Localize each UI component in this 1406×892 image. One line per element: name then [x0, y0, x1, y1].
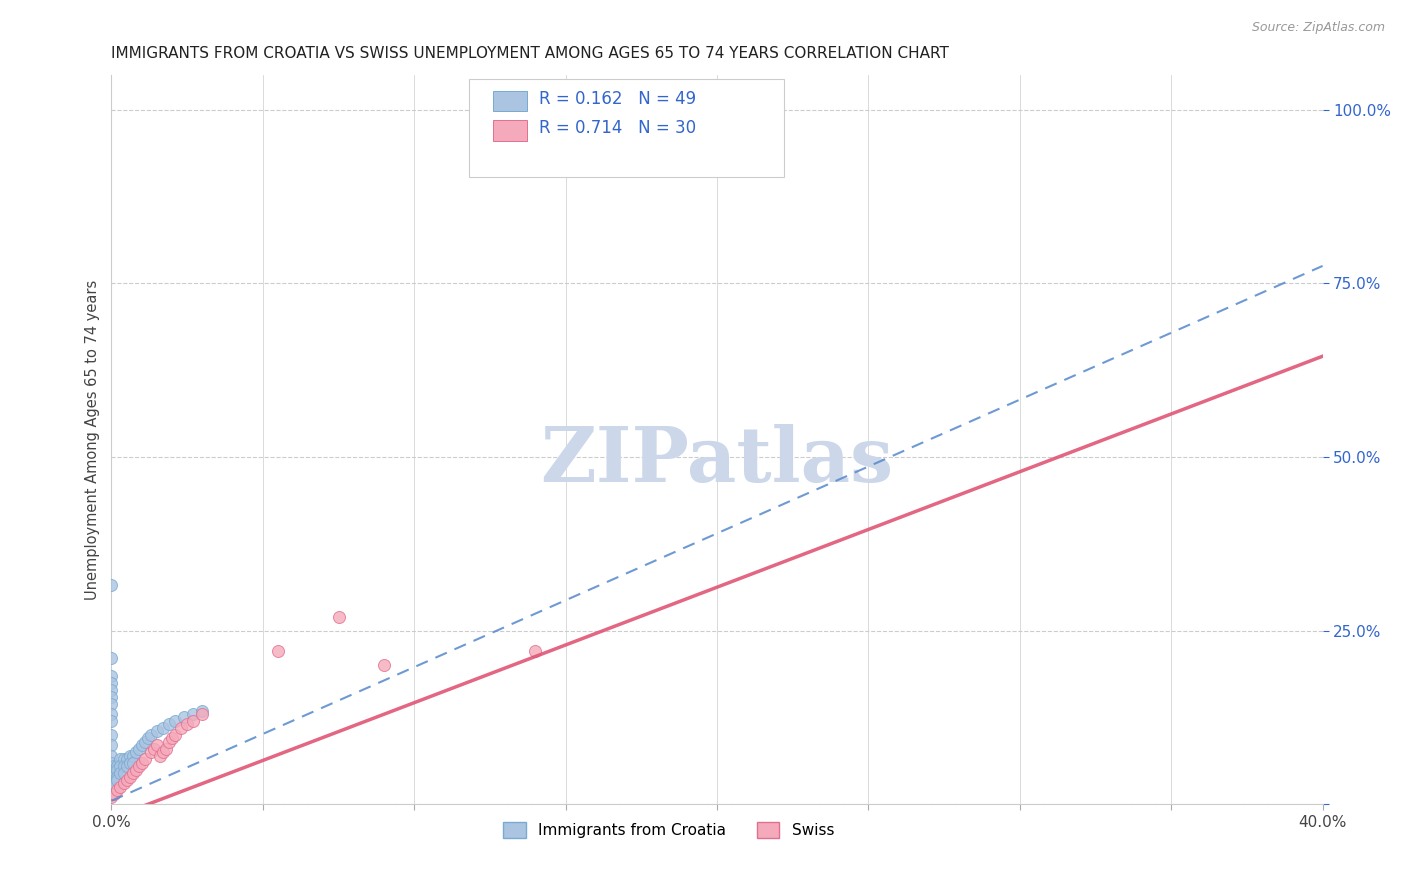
Point: [110, 759, 132, 773]
Text: R = 0.162   N = 49: R = 0.162 N = 49: [538, 90, 696, 108]
Point: [134, 735, 156, 749]
Point: [103, 759, 125, 773]
Point: [131, 738, 153, 752]
Point: [124, 763, 146, 777]
Point: [100, 748, 122, 763]
Point: [157, 717, 180, 731]
Point: [112, 759, 135, 773]
Point: [112, 766, 135, 780]
Point: [373, 658, 395, 673]
Point: [524, 644, 547, 658]
Point: [267, 644, 290, 658]
Point: [131, 756, 153, 770]
Point: [191, 706, 214, 721]
Point: [100, 706, 122, 721]
Point: [115, 759, 138, 773]
Point: [191, 704, 214, 718]
FancyBboxPatch shape: [494, 120, 527, 141]
Point: [110, 766, 132, 780]
Point: [103, 772, 125, 787]
Text: R = 0.714   N = 30: R = 0.714 N = 30: [538, 120, 696, 137]
Point: [139, 745, 162, 759]
Point: [100, 756, 122, 770]
Point: [107, 783, 129, 797]
Point: [118, 748, 141, 763]
Point: [124, 745, 146, 759]
Point: [118, 756, 141, 770]
Point: [100, 790, 122, 805]
FancyBboxPatch shape: [468, 78, 783, 177]
Point: [614, 103, 637, 117]
Point: [100, 714, 122, 728]
Point: [100, 669, 122, 683]
Y-axis label: Unemployment Among Ages 65 to 74 years: Unemployment Among Ages 65 to 74 years: [86, 279, 100, 599]
Point: [121, 756, 143, 770]
Point: [328, 609, 350, 624]
Point: [152, 745, 174, 759]
Point: [118, 770, 141, 784]
FancyBboxPatch shape: [494, 91, 527, 112]
Point: [139, 728, 162, 742]
Point: [103, 763, 125, 777]
Point: [100, 697, 122, 711]
Point: [163, 714, 186, 728]
Point: [181, 706, 204, 721]
Point: [100, 690, 122, 704]
Point: [173, 710, 195, 724]
Text: IMMIGRANTS FROM CROATIA VS SWISS UNEMPLOYMENT AMONG AGES 65 TO 74 YEARS CORRELAT: IMMIGRANTS FROM CROATIA VS SWISS UNEMPLO…: [111, 46, 949, 62]
Point: [100, 682, 122, 697]
Point: [121, 748, 143, 763]
Point: [107, 763, 129, 777]
Point: [146, 724, 169, 739]
Point: [112, 776, 135, 790]
Point: [107, 772, 129, 787]
Point: [160, 731, 183, 746]
Point: [100, 578, 122, 592]
Point: [128, 741, 150, 756]
Point: [100, 651, 122, 665]
Point: [157, 735, 180, 749]
Point: [128, 759, 150, 773]
Point: [121, 766, 143, 780]
Legend: Immigrants from Croatia, Swiss: Immigrants from Croatia, Swiss: [496, 816, 841, 844]
Point: [110, 780, 132, 794]
Point: [100, 728, 122, 742]
Point: [115, 752, 138, 766]
Point: [170, 721, 193, 735]
Point: [115, 772, 138, 787]
Point: [163, 728, 186, 742]
Point: [100, 738, 122, 752]
Point: [107, 759, 129, 773]
Point: [149, 748, 172, 763]
Point: [142, 741, 165, 756]
Point: [155, 741, 177, 756]
Text: ZIPatlas: ZIPatlas: [540, 425, 894, 499]
Point: [181, 714, 204, 728]
Point: [152, 721, 174, 735]
Point: [100, 675, 122, 690]
Point: [100, 770, 122, 784]
Point: [136, 731, 159, 746]
Point: [176, 717, 198, 731]
Point: [103, 776, 125, 790]
Point: [134, 752, 156, 766]
Point: [103, 787, 125, 801]
Point: [107, 770, 129, 784]
Point: [100, 763, 122, 777]
Point: [112, 752, 135, 766]
Point: [110, 752, 132, 766]
Point: [146, 738, 169, 752]
Point: [103, 770, 125, 784]
Text: Source: ZipAtlas.com: Source: ZipAtlas.com: [1251, 21, 1385, 34]
